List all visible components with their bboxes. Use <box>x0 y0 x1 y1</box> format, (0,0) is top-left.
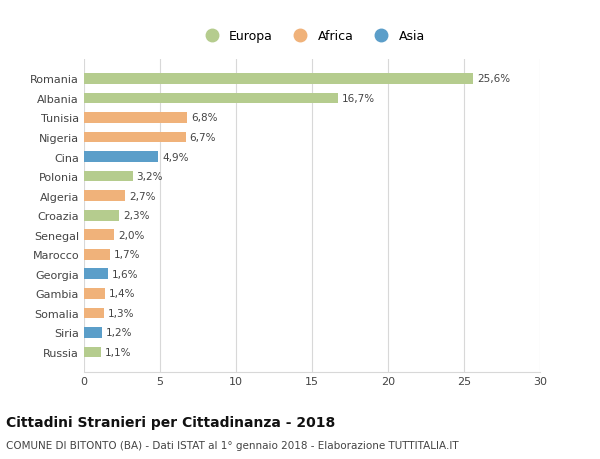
Text: 2,7%: 2,7% <box>129 191 155 201</box>
Text: 3,2%: 3,2% <box>136 172 163 182</box>
Bar <box>84 308 104 319</box>
Text: 16,7%: 16,7% <box>341 94 375 104</box>
Text: 1,4%: 1,4% <box>109 289 136 299</box>
Text: 1,2%: 1,2% <box>106 328 133 338</box>
Bar <box>84 327 102 338</box>
Bar <box>84 210 119 221</box>
Legend: Europa, Africa, Asia: Europa, Africa, Asia <box>194 25 430 48</box>
Bar <box>84 191 125 202</box>
Text: 6,7%: 6,7% <box>190 133 216 143</box>
Text: 1,3%: 1,3% <box>107 308 134 318</box>
Bar <box>84 269 109 280</box>
Text: 1,1%: 1,1% <box>104 347 131 357</box>
Text: 2,0%: 2,0% <box>118 230 145 240</box>
Text: 1,7%: 1,7% <box>113 250 140 260</box>
Bar <box>84 74 473 84</box>
Text: 1,6%: 1,6% <box>112 269 139 279</box>
Text: Cittadini Stranieri per Cittadinanza - 2018: Cittadini Stranieri per Cittadinanza - 2… <box>6 415 335 429</box>
Bar <box>84 93 338 104</box>
Bar <box>84 230 115 241</box>
Bar <box>84 113 187 123</box>
Bar <box>84 152 158 162</box>
Bar <box>84 132 186 143</box>
Text: 4,9%: 4,9% <box>162 152 189 162</box>
Text: COMUNE DI BITONTO (BA) - Dati ISTAT al 1° gennaio 2018 - Elaborazione TUTTITALIA: COMUNE DI BITONTO (BA) - Dati ISTAT al 1… <box>6 440 458 450</box>
Text: 25,6%: 25,6% <box>477 74 510 84</box>
Bar <box>84 171 133 182</box>
Text: 2,3%: 2,3% <box>123 211 149 221</box>
Bar <box>84 288 105 299</box>
Bar <box>84 347 101 358</box>
Text: 6,8%: 6,8% <box>191 113 218 123</box>
Bar <box>84 249 110 260</box>
